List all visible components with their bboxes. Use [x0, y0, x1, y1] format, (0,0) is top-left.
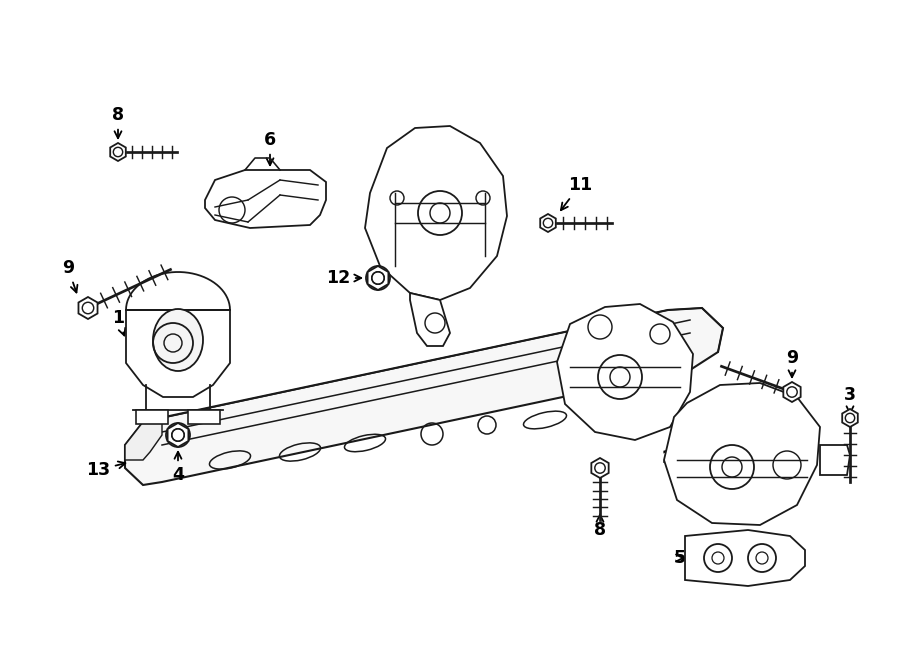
Text: 9: 9 — [62, 259, 77, 293]
Text: 13: 13 — [86, 461, 125, 479]
Polygon shape — [591, 458, 608, 478]
Polygon shape — [664, 383, 820, 525]
Polygon shape — [78, 297, 97, 319]
Text: 8: 8 — [112, 106, 124, 138]
Text: 7: 7 — [619, 308, 631, 339]
Ellipse shape — [153, 309, 203, 371]
Bar — [188, 410, 220, 424]
Text: 10: 10 — [423, 131, 447, 157]
Polygon shape — [126, 272, 230, 397]
Text: 2: 2 — [662, 449, 674, 467]
Text: 12: 12 — [326, 269, 361, 287]
Text: 3: 3 — [844, 386, 856, 413]
Polygon shape — [125, 418, 162, 460]
Polygon shape — [540, 214, 556, 232]
Polygon shape — [167, 423, 188, 447]
Text: 8: 8 — [594, 514, 606, 539]
Polygon shape — [410, 293, 450, 346]
Polygon shape — [110, 143, 126, 161]
Polygon shape — [820, 445, 850, 475]
Bar — [136, 410, 168, 424]
Polygon shape — [365, 126, 507, 300]
Text: 11: 11 — [561, 176, 592, 210]
Text: 1: 1 — [112, 309, 125, 336]
Text: 5: 5 — [674, 549, 686, 567]
Polygon shape — [842, 409, 858, 427]
Text: 4: 4 — [172, 451, 184, 484]
Polygon shape — [367, 266, 389, 290]
Circle shape — [166, 423, 190, 447]
Polygon shape — [125, 308, 723, 485]
Text: 9: 9 — [786, 349, 798, 377]
Polygon shape — [783, 382, 801, 402]
Polygon shape — [205, 170, 326, 228]
Circle shape — [366, 266, 390, 290]
Polygon shape — [685, 530, 805, 586]
Text: 6: 6 — [264, 131, 276, 166]
Polygon shape — [557, 304, 693, 440]
